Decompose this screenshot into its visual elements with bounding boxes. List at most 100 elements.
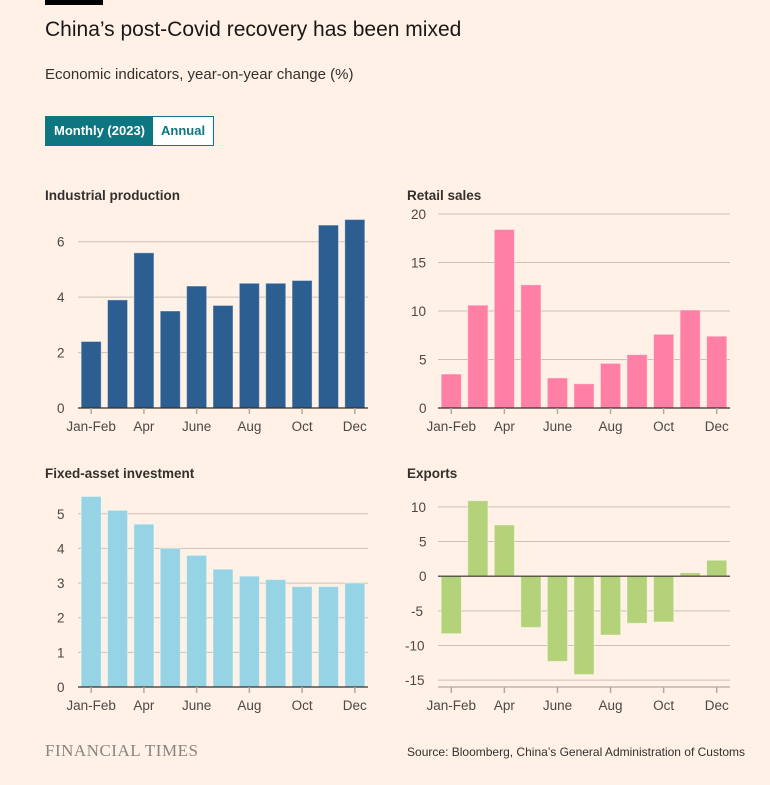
bar-oct <box>291 586 313 688</box>
bar-aug <box>238 282 260 409</box>
panel-title: Retail sales <box>407 188 481 203</box>
bar-aug <box>238 575 260 688</box>
page-title: China’s post-Covid recovery has been mix… <box>45 18 462 41</box>
bar-oct <box>291 280 313 409</box>
bar-aug <box>599 362 622 409</box>
bar-june <box>546 575 569 662</box>
x-tick-label: Jan-Feb <box>66 698 116 713</box>
bar-mar <box>107 509 129 688</box>
x-tick-label: Apr <box>133 698 155 713</box>
x-tick-label: June <box>543 419 572 434</box>
y-tick-label: 10 <box>411 500 426 515</box>
x-tick-label: Dec <box>705 419 729 434</box>
x-tick-label: Dec <box>343 698 367 713</box>
y-tick-label: 1 <box>57 645 65 660</box>
bar-apr <box>493 524 515 577</box>
bar-nov <box>317 586 339 688</box>
bar-oct <box>653 575 675 623</box>
monthly-button[interactable]: Monthly (2023) <box>46 117 154 145</box>
x-tick-label: Aug <box>599 419 623 434</box>
bar-mar <box>107 299 129 409</box>
bar-dec <box>344 219 366 409</box>
bar-apr <box>493 229 515 409</box>
x-tick-label: Apr <box>494 419 516 434</box>
bar-may <box>520 575 542 628</box>
bar-dec <box>344 582 366 688</box>
ft-logo: FINANCIAL TIMES <box>45 741 199 760</box>
bar-nov <box>679 309 701 409</box>
x-tick-label: Jan-Feb <box>66 419 116 434</box>
y-tick-label: -15 <box>405 673 425 688</box>
x-tick-label: Apr <box>133 419 155 434</box>
y-tick-label: 0 <box>419 401 427 416</box>
bar-sep <box>626 575 648 624</box>
x-tick-label: Aug <box>237 698 261 713</box>
bar-june <box>546 377 569 409</box>
bar-oct <box>653 333 675 409</box>
bar-apr <box>133 252 155 409</box>
x-tick-label: June <box>543 698 572 713</box>
bar-sep <box>265 282 287 409</box>
y-tick-label: -10 <box>405 638 425 653</box>
bar-sep <box>265 579 287 688</box>
panel-title: Exports <box>407 466 457 481</box>
x-tick-label: June <box>182 419 211 434</box>
bar-may <box>159 547 181 688</box>
y-tick-label: 2 <box>57 611 65 626</box>
bar-jan-feb <box>80 495 102 688</box>
x-tick-label: June <box>182 698 211 713</box>
x-tick-label: Oct <box>292 698 313 713</box>
bar-june <box>186 554 208 688</box>
bar-jul <box>212 568 234 688</box>
y-tick-label: 4 <box>57 290 65 305</box>
bar-mar <box>467 500 489 577</box>
page-subtitle: Economic indicators, year-on-year change… <box>45 66 354 83</box>
annual-button[interactable]: Annual <box>153 117 214 145</box>
bar-nov <box>317 224 339 409</box>
panel-title: Industrial production <box>45 188 180 203</box>
bar-jan-feb <box>440 575 462 635</box>
x-tick-label: Jan-Feb <box>427 698 477 713</box>
y-tick-label: 3 <box>57 576 65 591</box>
bar-apr <box>133 523 155 688</box>
x-tick-label: Oct <box>653 698 674 713</box>
bar-jul <box>573 575 595 676</box>
bar-jan-feb <box>440 373 462 409</box>
bar-may <box>520 284 542 409</box>
x-tick-label: Aug <box>599 698 623 713</box>
bar-may <box>159 310 181 409</box>
bar-aug <box>599 575 622 636</box>
x-tick-label: Jan-Feb <box>427 419 477 434</box>
y-tick-label: 4 <box>57 541 65 556</box>
panel-title: Fixed-asset investment <box>45 466 195 481</box>
bar-jul <box>212 304 234 409</box>
x-tick-label: Dec <box>343 419 367 434</box>
y-tick-label: 2 <box>57 346 65 361</box>
x-tick-label: Apr <box>494 698 516 713</box>
y-tick-label: 0 <box>57 401 65 416</box>
bar-mar <box>467 304 489 409</box>
y-tick-label: 5 <box>419 535 427 550</box>
bar-dec <box>706 335 728 409</box>
source-note: Source: Bloomberg, China’s General Admin… <box>407 745 745 759</box>
y-tick-label: -5 <box>411 604 423 619</box>
y-tick-label: 15 <box>411 256 426 271</box>
y-tick-label: 6 <box>57 235 65 250</box>
y-tick-label: 5 <box>419 353 427 368</box>
bar-dec <box>706 559 728 577</box>
bar-jul <box>573 383 595 409</box>
x-tick-label: Dec <box>705 698 729 713</box>
x-tick-label: Oct <box>292 419 313 434</box>
bar-sep <box>626 354 648 409</box>
y-tick-label: 5 <box>57 507 65 522</box>
x-tick-label: Oct <box>653 419 674 434</box>
y-tick-label: 0 <box>419 569 427 584</box>
x-tick-label: Aug <box>237 419 261 434</box>
period-toggle: Monthly (2023) Annual <box>45 116 215 146</box>
y-tick-label: 20 <box>411 207 426 222</box>
y-tick-label: 10 <box>411 304 426 319</box>
bar-jan-feb <box>80 340 102 409</box>
ft-top-bar <box>45 0 103 5</box>
y-tick-label: 0 <box>57 680 65 695</box>
